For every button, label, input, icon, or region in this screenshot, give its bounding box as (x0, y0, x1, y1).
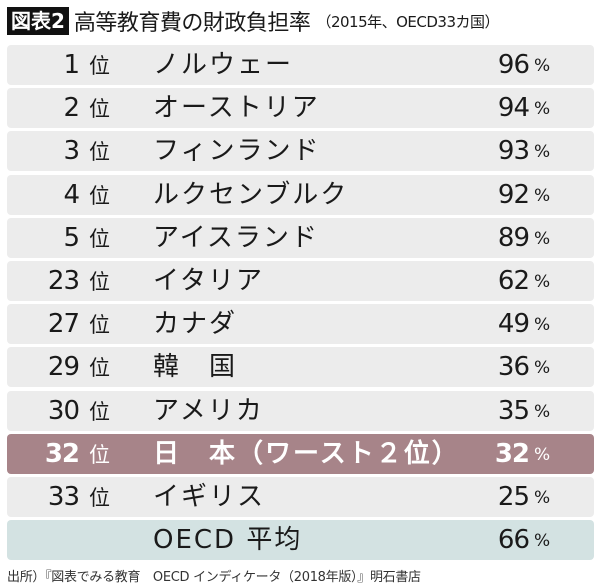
country-name: アメリカ (153, 395, 264, 426)
rank: 3 (63, 136, 80, 167)
table-row: 3 位 フィンランド 93% (7, 131, 594, 172)
percent-unit: % (534, 531, 551, 552)
country-name: カナダ (153, 309, 238, 340)
country-name: オーストリア (153, 93, 320, 124)
country-name: イタリア (153, 265, 264, 296)
country-name: フィンランド (153, 136, 321, 167)
share-value: 32 (494, 438, 530, 469)
highlight-row: 32 位 日 本（ワースト２位） 32% (7, 433, 594, 474)
rank-unit: 位 (89, 356, 110, 381)
table-row: 30 位 アメリカ 35% (7, 390, 594, 431)
rank-unit: 位 (89, 183, 110, 208)
percent-unit: % (534, 315, 551, 336)
country-name: ノルウェー (153, 50, 294, 80)
share-value: 94 (497, 93, 530, 124)
rank-unit: 位 (89, 269, 110, 294)
rank: 23 (47, 265, 80, 296)
chart-title: 図表2 高等教育費の財政負担率 （2015年、OECD33カ国） (7, 6, 500, 36)
rank-unit: 位 (89, 442, 110, 467)
percent-unit: % (534, 487, 551, 508)
share-value: 35 (497, 395, 530, 426)
share-value: 62 (497, 265, 530, 296)
source-note: 出所）『図表でみる教育 OECD インディケータ（2018年版）』明石書店 (7, 570, 421, 585)
rank-unit: 位 (89, 54, 110, 78)
percent-unit: % (534, 142, 551, 163)
percent-unit: % (534, 358, 551, 379)
table-row: 29 位 韓 国 36% (7, 347, 594, 388)
rank-unit: 位 (89, 226, 110, 251)
country-name: ルクセンブルク (153, 179, 349, 210)
country-name: アイスランド (153, 222, 319, 253)
rank-unit: 位 (89, 97, 110, 122)
rank: 5 (63, 222, 80, 253)
share-value: 49 (497, 309, 530, 340)
table-row: 33 位 イギリス 25% (7, 476, 594, 517)
title-subtitle: （2015年、OECD33カ国） (316, 12, 500, 31)
rank-unit: 位 (89, 313, 110, 338)
percent-unit: % (534, 185, 551, 206)
table-row: 1 位 ノルウェー 96% (7, 45, 594, 85)
rank: 2 (63, 93, 80, 124)
rank: 33 (47, 481, 80, 512)
share-value: 66 (497, 525, 530, 556)
percent-unit: % (534, 444, 551, 465)
percent-unit: % (534, 401, 551, 422)
average-row: OECD 平均 66% (7, 520, 594, 561)
rank: 32 (44, 438, 80, 469)
share-value: 93 (497, 136, 530, 167)
percent-unit: % (534, 271, 551, 292)
share-value: 25 (497, 481, 530, 512)
table-row: 27 位 カナダ 49% (7, 304, 594, 345)
table-row: 23 位 イタリア 62% (7, 260, 594, 301)
share-value: 96 (497, 50, 530, 80)
title-main: 高等教育費の財政負担率 (73, 11, 311, 36)
percent-unit: % (534, 228, 551, 249)
rank: 1 (63, 50, 80, 80)
figure-badge: 図表2 (7, 7, 69, 35)
country-name: OECD 平均 (153, 525, 303, 556)
rank: 27 (47, 309, 80, 340)
percent-unit: % (534, 56, 551, 76)
country-name: 韓 国 (153, 352, 238, 383)
share-value: 92 (497, 179, 530, 210)
rank-unit: 位 (89, 140, 110, 165)
rank-unit: 位 (89, 399, 110, 424)
country-name: 日 本（ワースト２位） (153, 438, 460, 469)
table-row: 4 位 ルクセンブルク 92% (7, 174, 594, 215)
share-value: 89 (497, 222, 530, 253)
share-value: 36 (497, 352, 530, 383)
rank: 30 (47, 395, 80, 426)
rank: 29 (47, 352, 80, 383)
country-name: イギリス (153, 481, 266, 512)
table-row: 5 位 アイスランド 89% (7, 217, 594, 258)
rank-unit: 位 (89, 485, 110, 510)
percent-unit: % (534, 99, 551, 120)
ranking-table: 1 位ノルウェー 96% 2 位オーストリア 94% 3 位フィンランド 93% 4 位ルクセンブル… (7, 45, 594, 563)
rank: 4 (63, 179, 80, 210)
table-row: 2 位 オーストリア 94% (7, 88, 594, 129)
